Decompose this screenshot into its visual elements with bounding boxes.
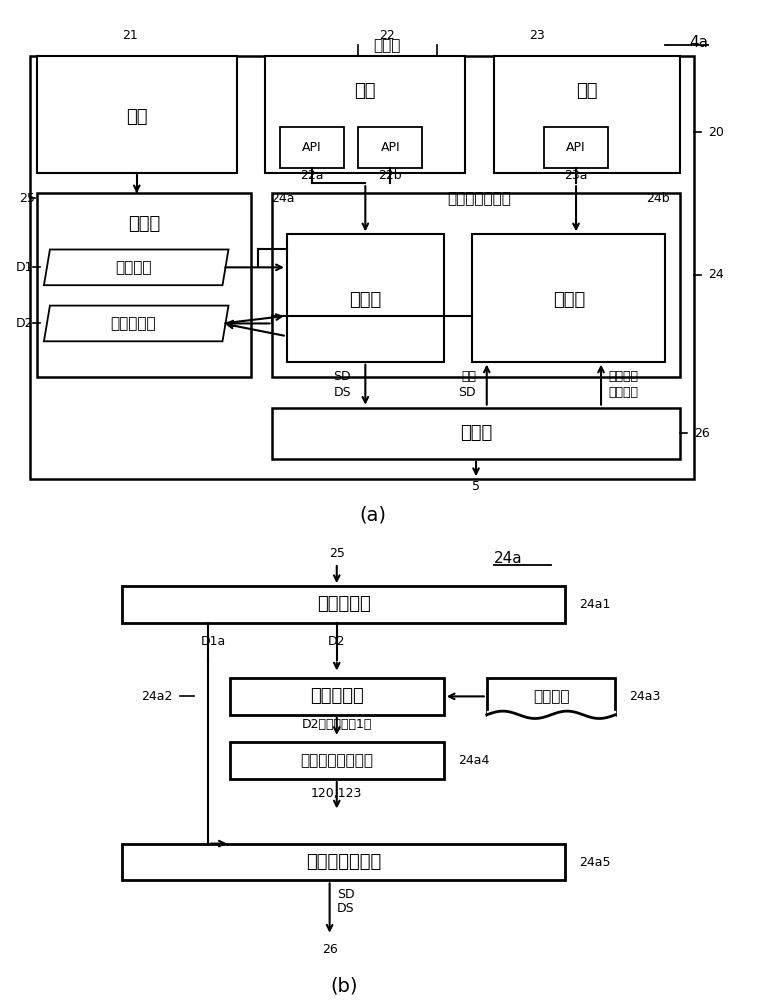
Bar <box>123 844 565 880</box>
Text: DS: DS <box>336 902 354 914</box>
Text: 数据判定部: 数据判定部 <box>317 595 371 613</box>
Text: SD: SD <box>333 370 351 383</box>
Text: 列表: 列表 <box>461 370 476 383</box>
Text: 应用: 应用 <box>126 108 147 126</box>
Bar <box>230 678 444 715</box>
Text: 24a: 24a <box>271 192 295 205</box>
Bar <box>37 56 237 173</box>
Bar <box>358 127 422 168</box>
Polygon shape <box>44 306 229 341</box>
Bar <box>273 193 680 377</box>
Text: 5: 5 <box>472 480 480 493</box>
Text: SD: SD <box>336 888 354 901</box>
Text: API: API <box>380 141 400 154</box>
Bar <box>280 127 344 168</box>
Bar <box>123 586 565 623</box>
Text: 20: 20 <box>708 126 724 139</box>
Text: D1a: D1a <box>201 635 227 648</box>
Text: D2（只有类型1）: D2（只有类型1） <box>302 717 372 730</box>
Text: 120,123: 120,123 <box>311 786 362 800</box>
Text: 云剪贴板协作部: 云剪贴板协作部 <box>448 191 511 206</box>
Text: 24a: 24a <box>494 551 522 566</box>
Text: 24a5: 24a5 <box>580 855 611 868</box>
Text: SD: SD <box>458 386 476 399</box>
Text: 24a4: 24a4 <box>458 754 489 767</box>
Text: 通信部: 通信部 <box>460 424 492 442</box>
Text: 23a: 23a <box>564 169 588 182</box>
Text: D2: D2 <box>15 317 33 330</box>
Text: 应用: 应用 <box>576 82 598 100</box>
Text: D2: D2 <box>328 635 346 648</box>
Text: (b): (b) <box>330 977 358 996</box>
Bar <box>230 742 444 779</box>
Text: 22: 22 <box>379 29 395 42</box>
Bar <box>494 56 680 173</box>
Text: 24a1: 24a1 <box>580 598 611 611</box>
Text: 文件信息: 文件信息 <box>115 260 151 275</box>
Text: 24b: 24b <box>647 192 670 205</box>
Text: 22a: 22a <box>300 169 323 182</box>
Text: 25: 25 <box>19 192 35 205</box>
Text: 24: 24 <box>708 268 724 282</box>
Text: 下载部: 下载部 <box>553 292 585 310</box>
Bar <box>472 234 665 362</box>
Text: 26: 26 <box>694 427 710 440</box>
Bar <box>487 678 615 715</box>
Text: 21: 21 <box>122 29 137 42</box>
Bar <box>266 56 465 173</box>
Text: 4a: 4a <box>689 35 708 50</box>
Text: 23: 23 <box>529 29 545 42</box>
Text: (a): (a) <box>359 505 386 524</box>
Bar <box>273 408 680 459</box>
Text: 格式判定部: 格式判定部 <box>310 687 363 705</box>
Text: 25: 25 <box>329 547 345 560</box>
Text: 共享数据取得部: 共享数据取得部 <box>306 853 382 871</box>
Text: 选择信息: 选择信息 <box>608 386 638 399</box>
Text: API: API <box>302 141 322 154</box>
Bar <box>544 127 608 168</box>
Text: 24a3: 24a3 <box>630 690 661 703</box>
Text: 部分数据集: 部分数据集 <box>111 316 156 331</box>
Text: 应用组: 应用组 <box>373 38 400 53</box>
Text: 共享字节串生成部: 共享字节串生成部 <box>300 753 373 768</box>
Text: D1: D1 <box>15 261 33 274</box>
Text: 22b: 22b <box>379 169 402 182</box>
Text: 判定条件: 判定条件 <box>533 689 569 704</box>
Text: 剪贴板: 剪贴板 <box>127 215 160 233</box>
Bar <box>286 234 444 362</box>
Text: 文件信息: 文件信息 <box>608 370 638 383</box>
Text: API: API <box>566 141 586 154</box>
Polygon shape <box>44 249 229 285</box>
Text: 应用: 应用 <box>355 82 376 100</box>
Text: 上传部: 上传部 <box>349 292 382 310</box>
Text: 26: 26 <box>322 943 337 956</box>
Text: 24a2: 24a2 <box>141 690 173 703</box>
Text: DS: DS <box>333 386 351 399</box>
Bar <box>37 193 251 377</box>
Bar <box>30 56 694 479</box>
